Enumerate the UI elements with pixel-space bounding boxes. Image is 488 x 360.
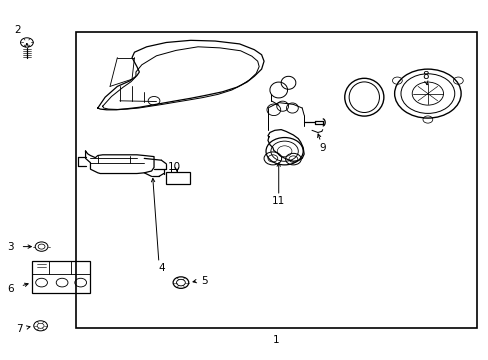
Text: 6: 6 <box>7 284 14 294</box>
Text: 11: 11 <box>271 196 285 206</box>
Bar <box>166 172 189 184</box>
Text: 7: 7 <box>16 324 23 334</box>
Text: 9: 9 <box>319 143 325 153</box>
Text: 1: 1 <box>272 335 279 345</box>
Bar <box>76 32 476 328</box>
Text: 5: 5 <box>201 276 207 286</box>
Text: 4: 4 <box>158 263 164 273</box>
Text: 2: 2 <box>14 25 21 35</box>
Text: 3: 3 <box>7 242 14 252</box>
Text: 10: 10 <box>168 162 181 172</box>
Bar <box>32 261 90 293</box>
Text: 8: 8 <box>421 71 428 81</box>
